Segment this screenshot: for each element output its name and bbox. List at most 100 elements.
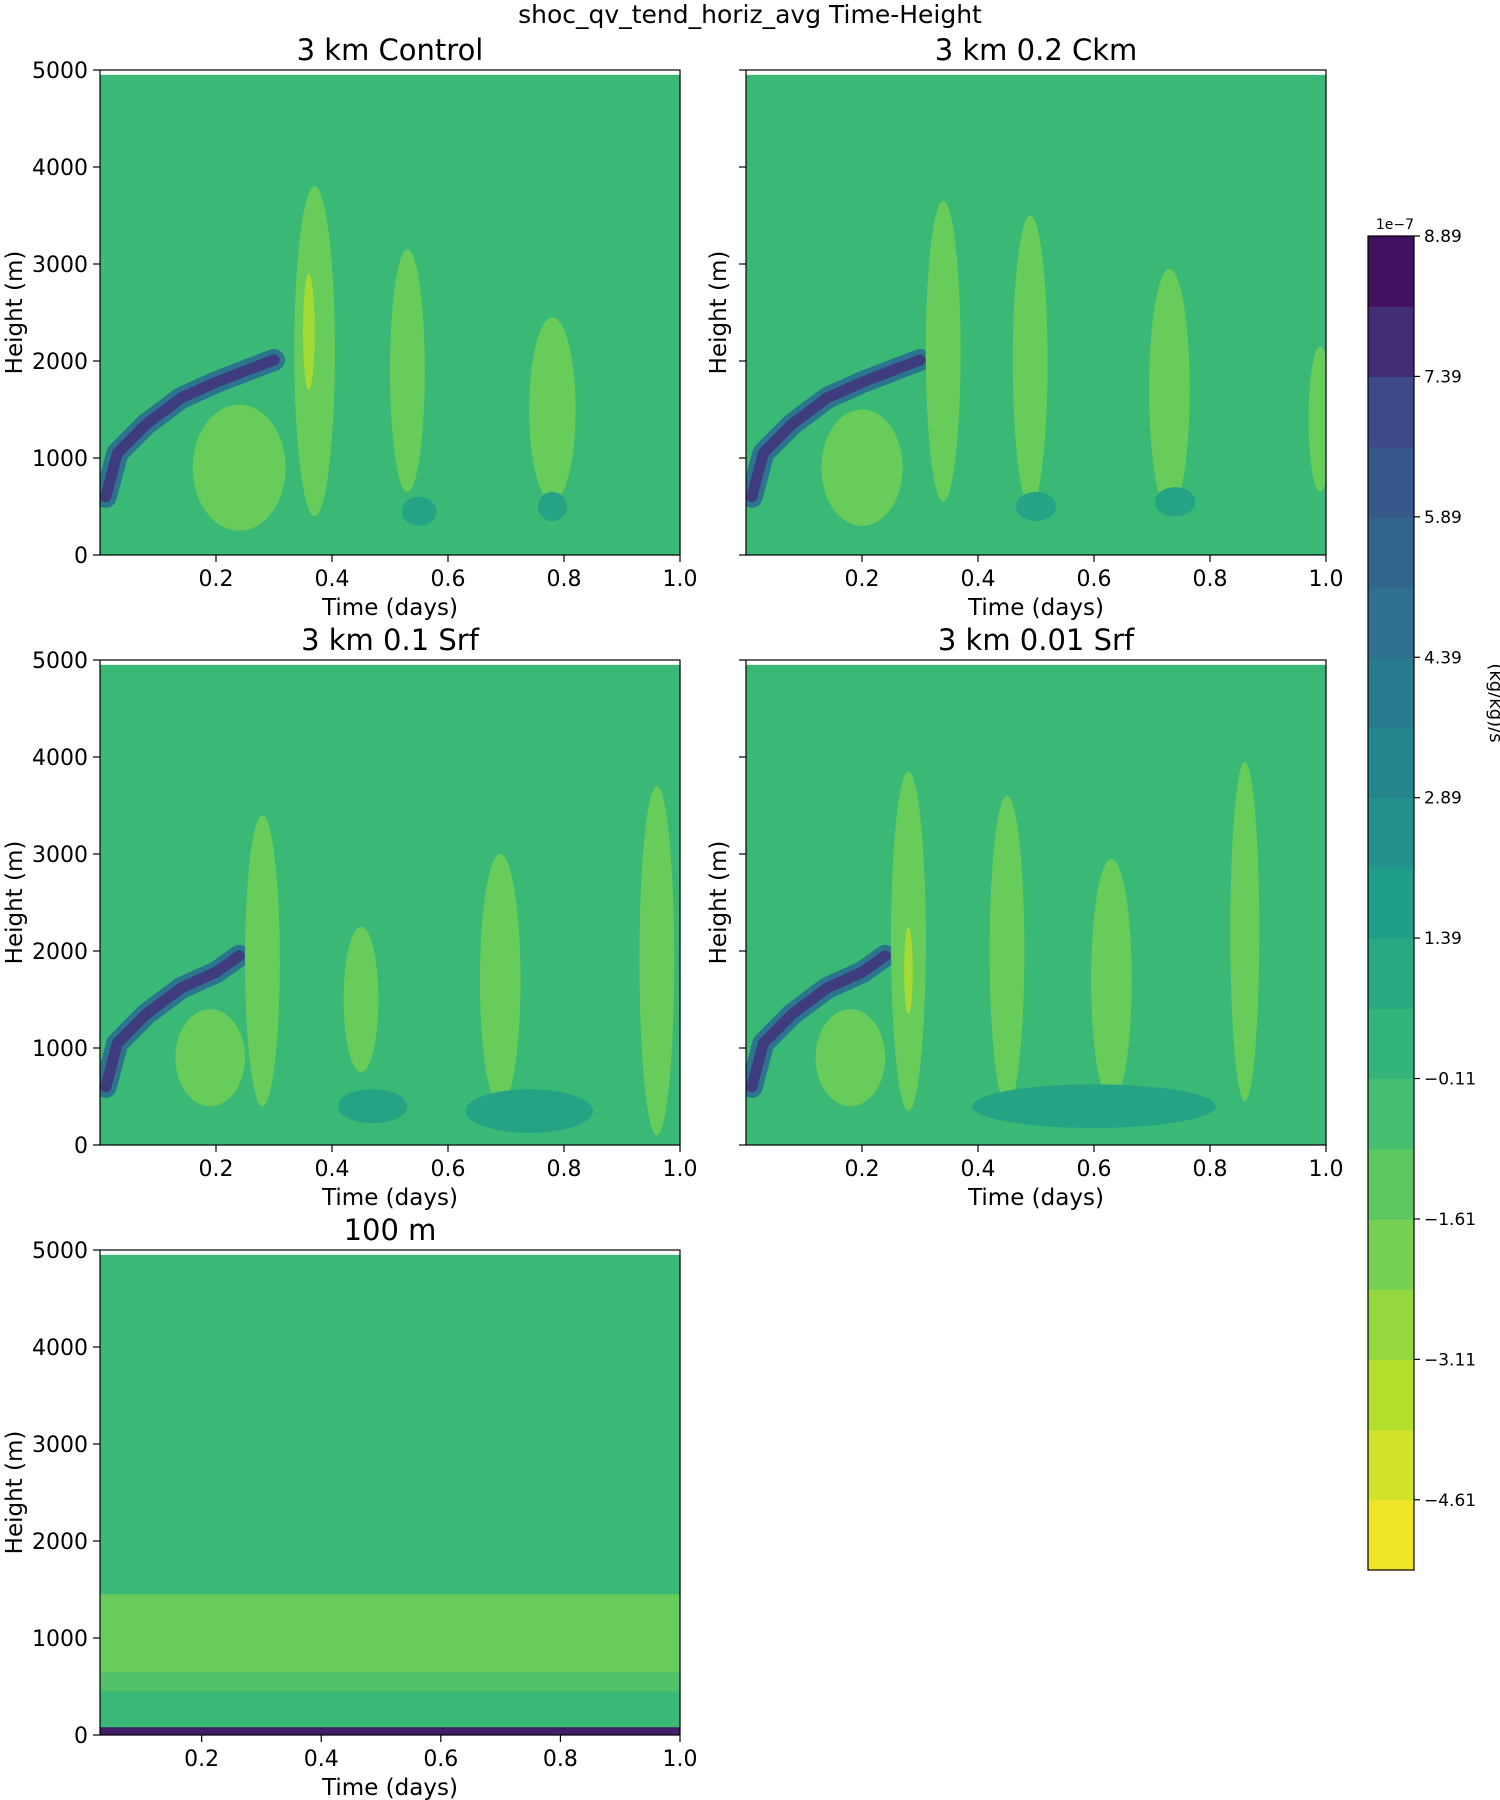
x-tick-label: 0.6 (431, 567, 466, 592)
panel-5: 100 m 0.2 0.4 0.6 0.8 1.0 Time (days) 0 1000 2000… (2, 1213, 698, 1800)
x-axis-label: Time (days) (321, 1185, 458, 1211)
contour-blob (303, 273, 315, 391)
x-tick-label: 0.8 (543, 1747, 578, 1772)
contour-blob (294, 186, 335, 517)
colorbar-tick-label: 1.39 (1424, 929, 1462, 949)
contour-blob (1230, 761, 1260, 1102)
panel-3: 3 km 0.1 Srf 0.2 0.4 0.6 0.8 1.0 Time (days) 0 1… (2, 623, 698, 1211)
y-tick-label: 4000 (32, 746, 88, 771)
contour-band (100, 950, 245, 1093)
contour-features (746, 761, 1260, 1129)
colorbar-level (1368, 446, 1414, 518)
colorbar-tick-label: 4.39 (1424, 648, 1462, 668)
colorbar-tick-label: −4.61 (1424, 1491, 1476, 1511)
y-tick-label: 2000 (32, 940, 88, 965)
colorbar-level (1368, 376, 1414, 448)
panel-title: 3 km 0.01 Srf (938, 623, 1135, 657)
contour-blob (815, 1009, 886, 1107)
y-tick-label: 1000 (32, 1627, 88, 1652)
colorbar-level (1368, 306, 1414, 378)
contour-blob (465, 1089, 593, 1133)
contour-features (746, 200, 1326, 526)
contour-layer (100, 1594, 680, 1672)
axes-frame (745, 69, 1327, 556)
contour-band (746, 354, 926, 503)
contour-blob (537, 491, 567, 522)
contour-blob (989, 795, 1025, 1107)
x-axis-label: Time (days) (967, 595, 1104, 621)
x-tick-label: 0.2 (845, 1157, 880, 1182)
colorbar-tick-label: 8.89 (1424, 227, 1462, 247)
colorbar-tick-label: −1.61 (1424, 1210, 1476, 1230)
y-axis-label: Height (m) (2, 841, 28, 965)
contour-blob (821, 409, 903, 526)
axes-frame (745, 659, 1327, 1146)
contour-features (100, 186, 576, 531)
contour-band (746, 950, 891, 1093)
contour-blob (401, 496, 437, 526)
panel-title: 3 km Control (297, 33, 484, 67)
contour-blob (1015, 491, 1057, 522)
x-tick-label: 0.6 (1077, 567, 1112, 592)
colorbar-tick-label: 2.89 (1424, 789, 1462, 809)
y-axis-label: Height (m) (706, 251, 732, 375)
contour-blob (337, 1089, 408, 1124)
y-axis-label: Height (m) (2, 251, 28, 375)
y-tick-label: 3000 (32, 1433, 88, 1458)
x-axis-label: Time (days) (321, 595, 458, 621)
y-tick-label: 2000 (32, 350, 88, 375)
contour-blob (175, 1009, 245, 1107)
x-tick-label: 0.2 (199, 567, 234, 592)
contour-blob (1091, 858, 1132, 1102)
contour-features (100, 1594, 680, 1735)
contour-blob (639, 786, 675, 1136)
contour-layer (100, 1671, 680, 1692)
y-tick-label: 1000 (32, 447, 88, 472)
contour-blob (529, 317, 576, 502)
colorbar-level (1368, 1148, 1414, 1220)
x-tick-label: 0.4 (315, 567, 350, 592)
x-tick-label: 0.4 (961, 567, 996, 592)
y-tick-label: 5000 (32, 649, 88, 674)
colorbar-level (1368, 236, 1414, 307)
x-tick-label: 0.4 (315, 1157, 350, 1182)
colorbar-tick-label: −0.11 (1424, 1070, 1476, 1090)
y-tick-label: 0 (74, 544, 88, 569)
contour-blob (1149, 268, 1190, 512)
contour-blob (904, 926, 913, 1015)
colorbar-level (1368, 1359, 1414, 1431)
y-axis-label: Height (m) (2, 1431, 28, 1555)
colorbar-level (1368, 1499, 1414, 1571)
contour-blob (1012, 215, 1048, 507)
x-tick-label: 0.4 (961, 1157, 996, 1182)
x-tick-label: 0.6 (423, 1747, 458, 1772)
contour-blob (192, 404, 286, 531)
x-tick-label: 1.0 (1309, 1157, 1344, 1182)
colorbar-level (1368, 1289, 1414, 1360)
y-tick-label: 3000 (32, 843, 88, 868)
panel-4: 3 km 0.01 Srf 0.2 0.4 0.6 0.8 1.0 Time (days) H… (706, 623, 1344, 1211)
y-tick-label: 1000 (32, 1037, 88, 1062)
x-tick-label: 0.6 (431, 1157, 466, 1182)
x-tick-label: 0.2 (199, 1157, 234, 1182)
contour-blob (343, 926, 379, 1073)
colorbar-level (1368, 727, 1414, 799)
colorbar-level (1368, 938, 1414, 1009)
colorbar-frame (1367, 235, 1415, 1571)
x-tick-label: 0.6 (1077, 1157, 1112, 1182)
colorbar-multiplier: 1e−7 (1376, 217, 1414, 233)
contour-features (100, 786, 675, 1136)
colorbar-level (1368, 1008, 1414, 1080)
field-background (100, 74, 680, 555)
x-tick-label: 1.0 (663, 1747, 698, 1772)
axes-frame (99, 659, 681, 1146)
x-axis-label: Time (days) (321, 1775, 458, 1800)
colorbar: 8.89 7.39 5.89 4.39 2.89 1.39 −0.11 −1.61 −3.11 −… (1367, 217, 1500, 1571)
x-tick-label: 1.0 (1309, 567, 1344, 592)
contour-blob (972, 1084, 1216, 1129)
colorbar-tick-label: 5.89 (1424, 508, 1462, 528)
colorbar-level (1368, 587, 1414, 658)
x-tick-label: 0.8 (1193, 1157, 1228, 1182)
axes-frame (99, 1249, 681, 1736)
